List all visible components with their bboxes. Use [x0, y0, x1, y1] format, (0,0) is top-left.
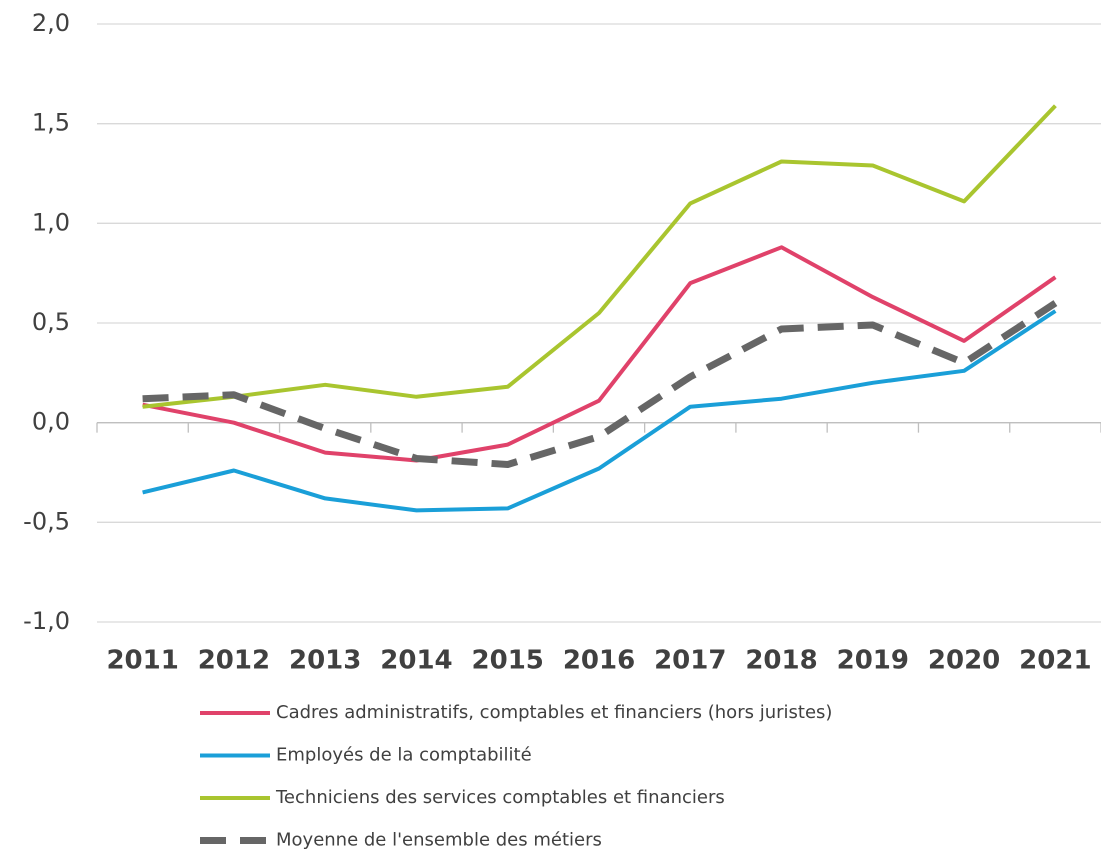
x-tick-label: 2012 — [198, 646, 270, 676]
y-tick-label: -0,5 — [23, 507, 70, 535]
x-tick-label: 2020 — [928, 646, 1000, 676]
x-tick-label: 2017 — [654, 646, 726, 676]
legend-label: Cadres administratifs, comptables et fin… — [276, 702, 832, 723]
y-tick-label: 1,0 — [32, 208, 70, 236]
x-tick-label: 2013 — [289, 646, 361, 676]
y-tick-label: 2,0 — [32, 9, 70, 37]
legend-label: Moyenne de l'ensemble des métiers — [276, 830, 602, 849]
x-tick-label: 2014 — [380, 646, 452, 676]
x-tick-label: 2011 — [106, 646, 178, 676]
legend-label: Employés de la comptabilité — [276, 745, 532, 766]
x-tick-label: 2015 — [472, 646, 544, 676]
legend-label: Techniciens des services comptables et f… — [275, 787, 725, 808]
y-tick-label: 0,0 — [32, 408, 70, 436]
y-tick-label: 1,5 — [32, 109, 70, 137]
series-line — [142, 104, 1057, 409]
y-tick-label: 0,5 — [32, 308, 70, 336]
y-tick-label: -1,0 — [23, 607, 70, 635]
series-line — [142, 245, 1057, 463]
x-tick-label: 2016 — [563, 646, 635, 676]
series-line — [142, 300, 1058, 468]
x-tick-label: 2019 — [837, 646, 909, 676]
x-tick-label: 2018 — [745, 646, 817, 676]
series-line — [142, 309, 1057, 513]
x-tick-label: 2021 — [1019, 646, 1091, 676]
